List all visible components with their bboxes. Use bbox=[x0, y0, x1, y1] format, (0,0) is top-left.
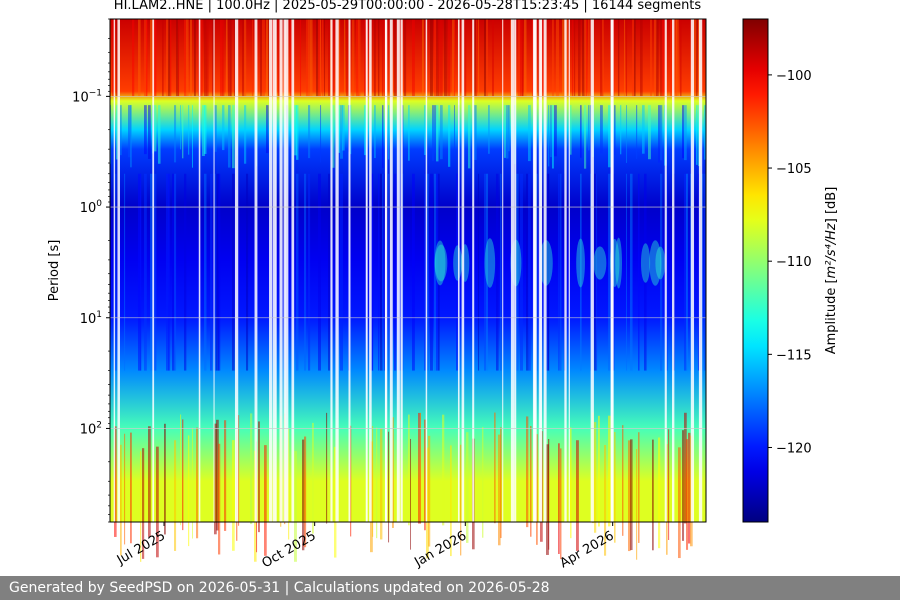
colorbar-tick-label-0: −100 bbox=[776, 69, 812, 84]
colorbar-tick-label-1: −105 bbox=[776, 162, 812, 177]
plot-area bbox=[110, 19, 706, 562]
colorbar-tick-label-2: −110 bbox=[776, 255, 812, 270]
y-axis-label: Period [s] bbox=[47, 240, 62, 302]
y-tick-label-2: 101 bbox=[80, 310, 102, 327]
chart-title: HI.LAM2..HNE | 100.0Hz | 2025-05-29T00:0… bbox=[113, 0, 702, 13]
y-tick-label-3: 102 bbox=[80, 420, 102, 437]
colorbar-tick-label-4: −120 bbox=[776, 441, 812, 456]
colorbar-tick-label-3: −115 bbox=[776, 348, 812, 363]
x-tick-label-3: Apr 2026 bbox=[557, 528, 616, 571]
axes-frame bbox=[109, 18, 707, 523]
colorbar-gradient bbox=[742, 18, 769, 523]
colorbar-label: Amplitude [m²/s⁴/Hz] [dB] bbox=[824, 187, 839, 355]
colorbar: −100 −105 −110 −115 −120 Amplitude [m²/s⁴/Hz]… bbox=[742, 18, 839, 523]
footer-bar: Generated by SeedPSD on 2026-05-31 | Cal… bbox=[0, 576, 900, 600]
y-tick-label-0: 10−1 bbox=[72, 88, 102, 105]
footer-text: Generated by SeedPSD on 2026-05-31 | Cal… bbox=[9, 580, 550, 596]
y-tick-label-1: 100 bbox=[80, 199, 103, 216]
